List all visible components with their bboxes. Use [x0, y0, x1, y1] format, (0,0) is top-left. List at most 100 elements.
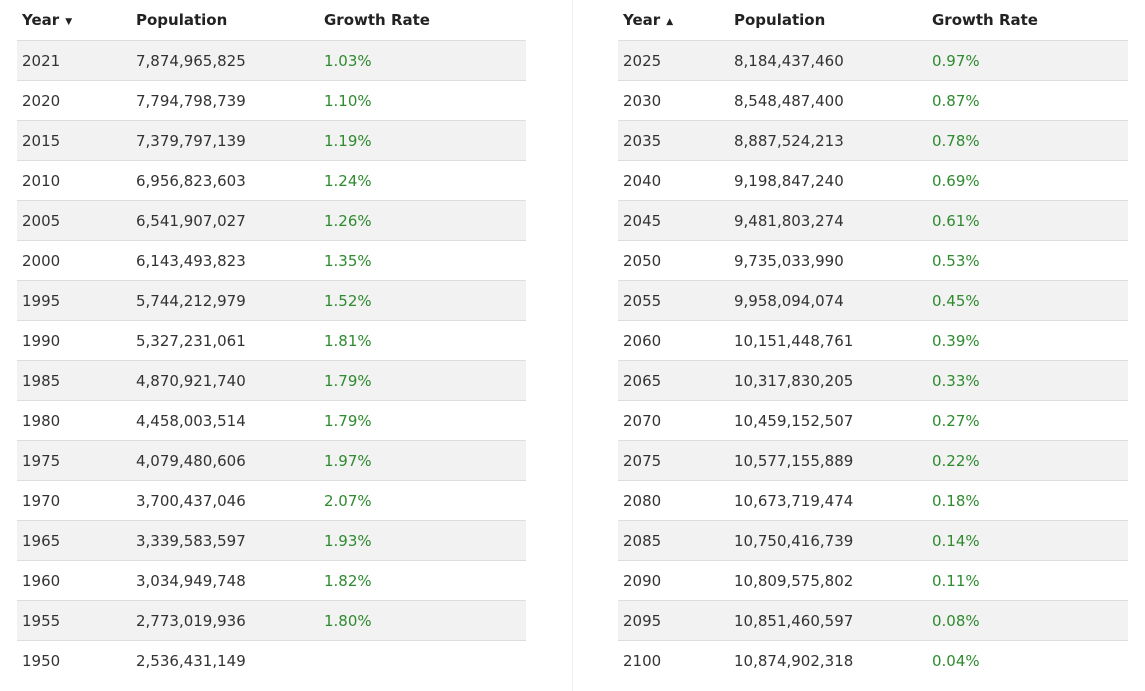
table-row: 2050 9,735,033,990 0.53% — [618, 240, 1128, 281]
table-row: 2060 10,151,448,761 0.39% — [618, 320, 1128, 361]
growth-rate-cell: 0.27% — [927, 400, 1128, 441]
year-cell: 2030 — [618, 80, 729, 121]
year-cell: 2021 — [17, 40, 131, 81]
growth-rate-cell: 0.14% — [927, 520, 1128, 561]
growth-rate-cell: 1.26% — [319, 200, 526, 241]
growth-rate-cell: 0.87% — [927, 80, 1128, 121]
population-cell: 2,536,431,149 — [131, 640, 319, 680]
year-cell: 1985 — [17, 360, 131, 401]
growth-rate-cell: 1.79% — [319, 400, 526, 441]
table-row: 2095 10,851,460,597 0.08% — [618, 600, 1128, 641]
growth-rate-cell: 1.79% — [319, 360, 526, 401]
growth-rate-cell: 1.93% — [319, 520, 526, 561]
population-cell: 10,151,448,761 — [729, 320, 927, 361]
table-header-row: Year ▼ Population Growth Rate — [17, 0, 526, 41]
table-row: 2025 8,184,437,460 0.97% — [618, 40, 1128, 81]
table-row: 1990 5,327,231,061 1.81% — [17, 320, 526, 361]
population-cell: 6,541,907,027 — [131, 200, 319, 241]
table-row: 1980 4,458,003,514 1.79% — [17, 400, 526, 441]
table-row: 2085 10,750,416,739 0.14% — [618, 520, 1128, 561]
population-cell: 7,874,965,825 — [131, 40, 319, 81]
growth-rate-column-header[interactable]: Growth Rate — [932, 11, 1038, 29]
population-cell: 10,750,416,739 — [729, 520, 927, 561]
year-cell: 1950 — [17, 640, 131, 680]
historical-population-table: Year ▼ Population Growth Rate 2021 7,874,9… — [17, 0, 526, 680]
table-row: 1960 3,034,949,748 1.82% — [17, 560, 526, 601]
year-cell: 2000 — [17, 240, 131, 281]
growth-rate-cell: 0.61% — [927, 200, 1128, 241]
growth-rate-cell — [319, 640, 526, 680]
year-cell: 2020 — [17, 80, 131, 121]
growth-rate-cell: 1.82% — [319, 560, 526, 601]
population-cell: 4,458,003,514 — [131, 400, 319, 441]
growth-rate-cell: 0.11% — [927, 560, 1128, 601]
table-row: 2020 7,794,798,739 1.10% — [17, 80, 526, 121]
population-cell: 4,870,921,740 — [131, 360, 319, 401]
growth-rate-cell: 1.80% — [319, 600, 526, 641]
table-row: 2015 7,379,797,139 1.19% — [17, 120, 526, 161]
population-cell: 10,673,719,474 — [729, 480, 927, 521]
population-cell: 5,744,212,979 — [131, 280, 319, 321]
panel-divider — [572, 0, 573, 691]
year-cell: 2025 — [618, 40, 729, 81]
year-cell: 2090 — [618, 560, 729, 601]
year-cell: 2070 — [618, 400, 729, 441]
population-cell: 3,339,583,597 — [131, 520, 319, 561]
population-cell: 7,794,798,739 — [131, 80, 319, 121]
table-row: 2035 8,887,524,213 0.78% — [618, 120, 1128, 161]
population-cell: 8,548,487,400 — [729, 80, 927, 121]
population-cell: 9,958,094,074 — [729, 280, 927, 321]
population-cell: 9,735,033,990 — [729, 240, 927, 281]
table-row: 2080 10,673,719,474 0.18% — [618, 480, 1128, 521]
table-row: 1995 5,744,212,979 1.52% — [17, 280, 526, 321]
year-cell: 2005 — [17, 200, 131, 241]
table-row: 2090 10,809,575,802 0.11% — [618, 560, 1128, 601]
population-column-header[interactable]: Population — [136, 11, 228, 29]
population-column-header[interactable]: Population — [734, 11, 826, 29]
growth-rate-cell: 0.53% — [927, 240, 1128, 281]
table-row: 1975 4,079,480,606 1.97% — [17, 440, 526, 481]
table-row: 2005 6,541,907,027 1.26% — [17, 200, 526, 241]
year-cell: 2080 — [618, 480, 729, 521]
year-cell: 1965 — [17, 520, 131, 561]
table-row: 2055 9,958,094,074 0.45% — [618, 280, 1128, 321]
year-column-header[interactable]: Year ▲ — [623, 11, 674, 29]
table-row: 1950 2,536,431,149 — [17, 640, 526, 680]
population-cell: 10,809,575,802 — [729, 560, 927, 601]
population-cell: 10,317,830,205 — [729, 360, 927, 401]
growth-rate-cell: 0.22% — [927, 440, 1128, 481]
growth-rate-cell: 0.45% — [927, 280, 1128, 321]
growth-rate-cell: 0.39% — [927, 320, 1128, 361]
year-cell: 2075 — [618, 440, 729, 481]
table-row: 1965 3,339,583,597 1.93% — [17, 520, 526, 561]
year-column-header[interactable]: Year ▼ — [22, 11, 73, 29]
year-cell: 1970 — [17, 480, 131, 521]
growth-rate-cell: 1.97% — [319, 440, 526, 481]
growth-rate-cell: 1.19% — [319, 120, 526, 161]
table-row: 2065 10,317,830,205 0.33% — [618, 360, 1128, 401]
population-cell: 7,379,797,139 — [131, 120, 319, 161]
population-cell: 8,887,524,213 — [729, 120, 927, 161]
population-cell: 10,459,152,507 — [729, 400, 927, 441]
table-row: 2021 7,874,965,825 1.03% — [17, 40, 526, 81]
growth-rate-cell: 1.81% — [319, 320, 526, 361]
year-cell: 2010 — [17, 160, 131, 201]
table-row: 2030 8,548,487,400 0.87% — [618, 80, 1128, 121]
year-cell: 2040 — [618, 160, 729, 201]
year-cell: 2060 — [618, 320, 729, 361]
growth-rate-cell: 0.08% — [927, 600, 1128, 641]
growth-rate-column-header[interactable]: Growth Rate — [324, 11, 430, 29]
year-cell: 1960 — [17, 560, 131, 601]
year-cell: 2100 — [618, 640, 729, 680]
growth-rate-cell: 0.33% — [927, 360, 1128, 401]
population-cell: 8,184,437,460 — [729, 40, 927, 81]
population-cell: 10,851,460,597 — [729, 600, 927, 641]
year-cell: 2085 — [618, 520, 729, 561]
population-cell: 9,481,803,274 — [729, 200, 927, 241]
growth-rate-cell: 0.18% — [927, 480, 1128, 521]
growth-rate-cell: 1.52% — [319, 280, 526, 321]
growth-rate-cell: 1.24% — [319, 160, 526, 201]
table-row: 2075 10,577,155,889 0.22% — [618, 440, 1128, 481]
year-cell: 2095 — [618, 600, 729, 641]
population-cell: 10,577,155,889 — [729, 440, 927, 481]
